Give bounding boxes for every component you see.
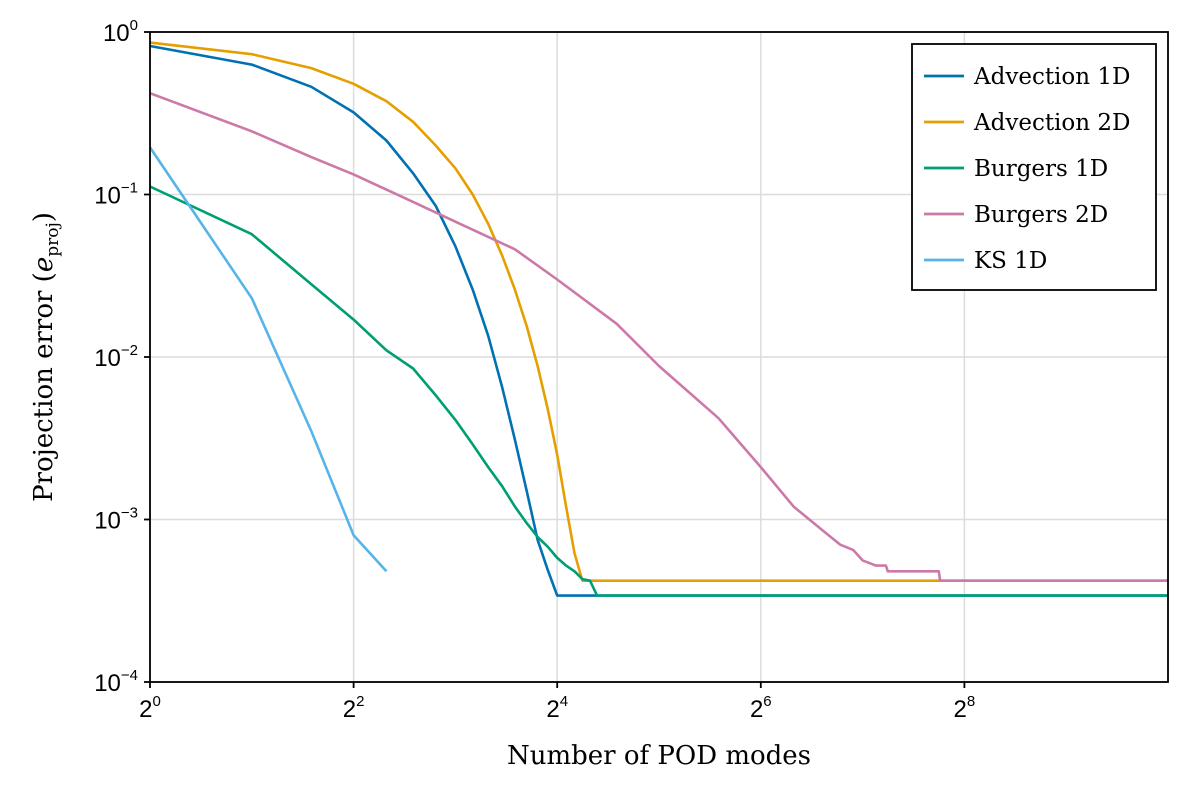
series-line-advection-1d [149,44,1168,597]
y-tick-base: 10 [103,20,130,47]
y-tick-base: 10 [94,508,121,535]
legend-label: KS 1D [974,248,1047,274]
y-tick-label: 10−4 [94,667,138,697]
y-tick-exponent: 0 [130,17,138,34]
x-tick-label: 28 [954,693,976,723]
y-axis-title-subscript: proj [43,222,63,257]
x-tick-exponent: 6 [763,693,771,710]
y-tick-label: 10−2 [94,342,138,372]
y-tick-exponent: −3 [121,505,138,522]
x-tick-exponent: 8 [967,693,975,710]
series-line-burgers-1d [149,185,1168,597]
y-tick-base: 10 [94,345,121,372]
y-tick-exponent: −4 [121,667,138,684]
legend: Advection 1D Advection 2D Burgers 1D Burger… [911,43,1157,291]
legend-label: Burgers 1D [974,156,1108,182]
series-line-burgers-2d [149,91,1168,582]
x-axis-title: Number of POD modes [507,741,811,771]
y-tick-label: 10−3 [94,505,138,535]
x-tick-exponent: 2 [356,693,364,710]
series-line-ks-1d [148,146,388,573]
y-tick-base: 10 [94,183,121,210]
series-lines [148,41,1168,597]
legend-label: Burgers 2D [974,202,1108,228]
legend-label: Advection 1D [973,64,1130,90]
x-tick-base: 2 [954,696,967,723]
x-tick-label: 26 [750,693,772,723]
x-tick-label: 24 [546,693,568,723]
legend-label: Advection 2D [973,110,1130,136]
y-tick-label: 100 [103,17,138,47]
x-tick-exponent: 4 [560,693,568,710]
y-tick-base: 10 [94,670,121,697]
svg-text:Projection error (eproj): Projection error (eproj) [29,212,63,502]
y-tick-exponent: −1 [121,180,138,197]
x-tick-base: 2 [546,696,559,723]
y-tick-label: 10−1 [94,180,138,210]
x-tick-base: 2 [343,696,356,723]
y-axis-title: Projection error (eproj) [29,212,63,502]
y-axis-title-main: Projection error [29,290,59,502]
y-axis-title-symbol: e [29,257,59,272]
x-tick-exponent: 0 [153,693,161,710]
x-tick-base: 2 [750,696,763,723]
x-tick-label: 22 [343,693,365,723]
x-tick-base: 2 [139,696,152,723]
x-tick-label: 20 [139,693,161,723]
y-tick-exponent: −2 [121,342,138,359]
